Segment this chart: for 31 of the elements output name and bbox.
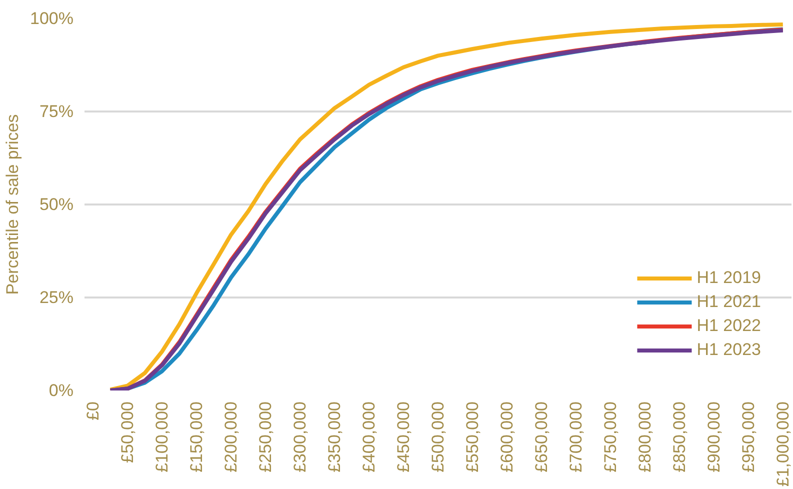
y-tick-label: 25% xyxy=(39,288,74,307)
x-tick-label: £400,000 xyxy=(360,402,379,472)
x-tick-label: £450,000 xyxy=(394,402,414,472)
x-tick-label: £850,000 xyxy=(670,402,689,472)
x-tick-label: £700,000 xyxy=(566,402,586,472)
y-axis-title: Percentile of sale prices xyxy=(3,114,22,295)
x-tick-label: £150,000 xyxy=(187,402,206,472)
x-tick-label: £350,000 xyxy=(325,402,344,472)
legend-label: H1 2019 xyxy=(696,268,761,288)
x-tick-label: £600,000 xyxy=(497,402,516,472)
legend-label: H1 2023 xyxy=(696,340,761,360)
y-tick-label: 50% xyxy=(39,195,74,214)
x-tick-label: £550,000 xyxy=(462,402,482,472)
x-tick-label: £900,000 xyxy=(704,402,724,472)
x-tick-label: £500,000 xyxy=(428,402,448,472)
legend-label: H1 2022 xyxy=(696,316,761,336)
y-tick-label: 100% xyxy=(30,9,74,28)
y-tick-label: 75% xyxy=(39,102,74,121)
x-tick-label: £800,000 xyxy=(635,402,654,472)
x-tick-label: £750,000 xyxy=(600,402,620,472)
legend-label: H1 2021 xyxy=(696,292,761,312)
x-tick-label: £250,000 xyxy=(256,402,276,472)
x-tick-label: £100,000 xyxy=(152,402,172,472)
x-tick-label: £650,000 xyxy=(532,402,551,472)
x-tick-label: £0 xyxy=(84,401,103,420)
x-tick-label: £300,000 xyxy=(290,402,310,472)
y-tick-label: 0% xyxy=(48,381,74,400)
x-tick-label: £200,000 xyxy=(222,402,241,472)
x-tick-label: £950,000 xyxy=(738,402,758,472)
x-tick-label: £1,000,000 xyxy=(773,401,792,487)
x-tick-label: £50,000 xyxy=(118,402,138,463)
